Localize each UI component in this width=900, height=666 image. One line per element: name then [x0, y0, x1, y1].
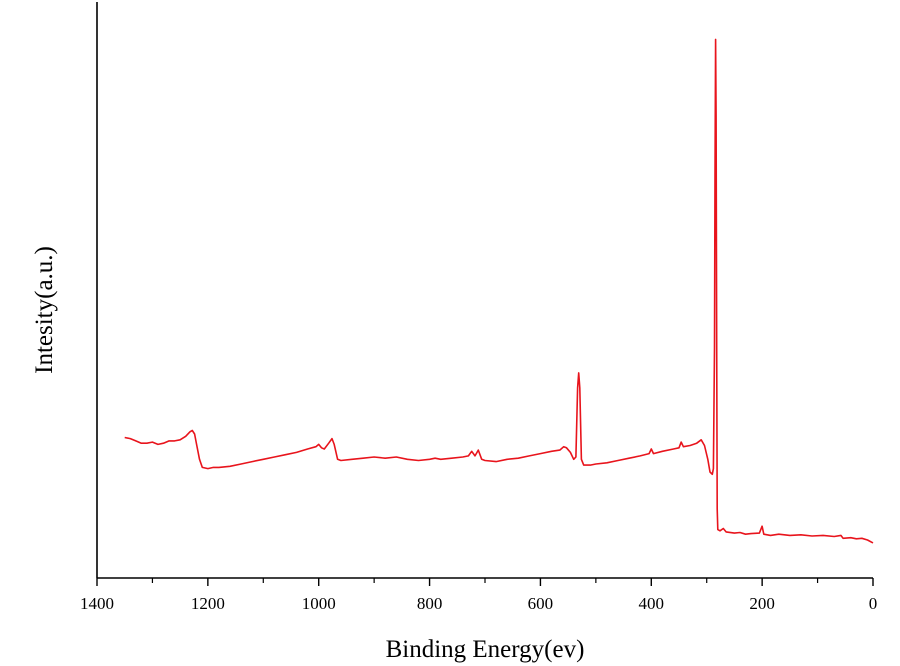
- x-axis-tick-labels: 1400 1200 1000 800 600 400 200 0: [80, 594, 877, 613]
- x-tick-label: 400: [639, 594, 665, 613]
- x-axis-ticks: [96, 578, 874, 586]
- x-tick-label: 600: [528, 594, 554, 613]
- x-axis-label: Binding Energy(ev): [386, 636, 585, 663]
- x-tick-label: 1000: [302, 594, 336, 613]
- y-axis-label: Intesity(a.u.): [31, 246, 58, 374]
- series-line: [124, 38, 874, 544]
- x-tick-label: 800: [417, 594, 443, 613]
- x-tick-label: 200: [749, 594, 775, 613]
- x-tick-label: 1400: [80, 594, 114, 613]
- x-tick-label: 0: [869, 594, 878, 613]
- x-tick-label: 1200: [191, 594, 225, 613]
